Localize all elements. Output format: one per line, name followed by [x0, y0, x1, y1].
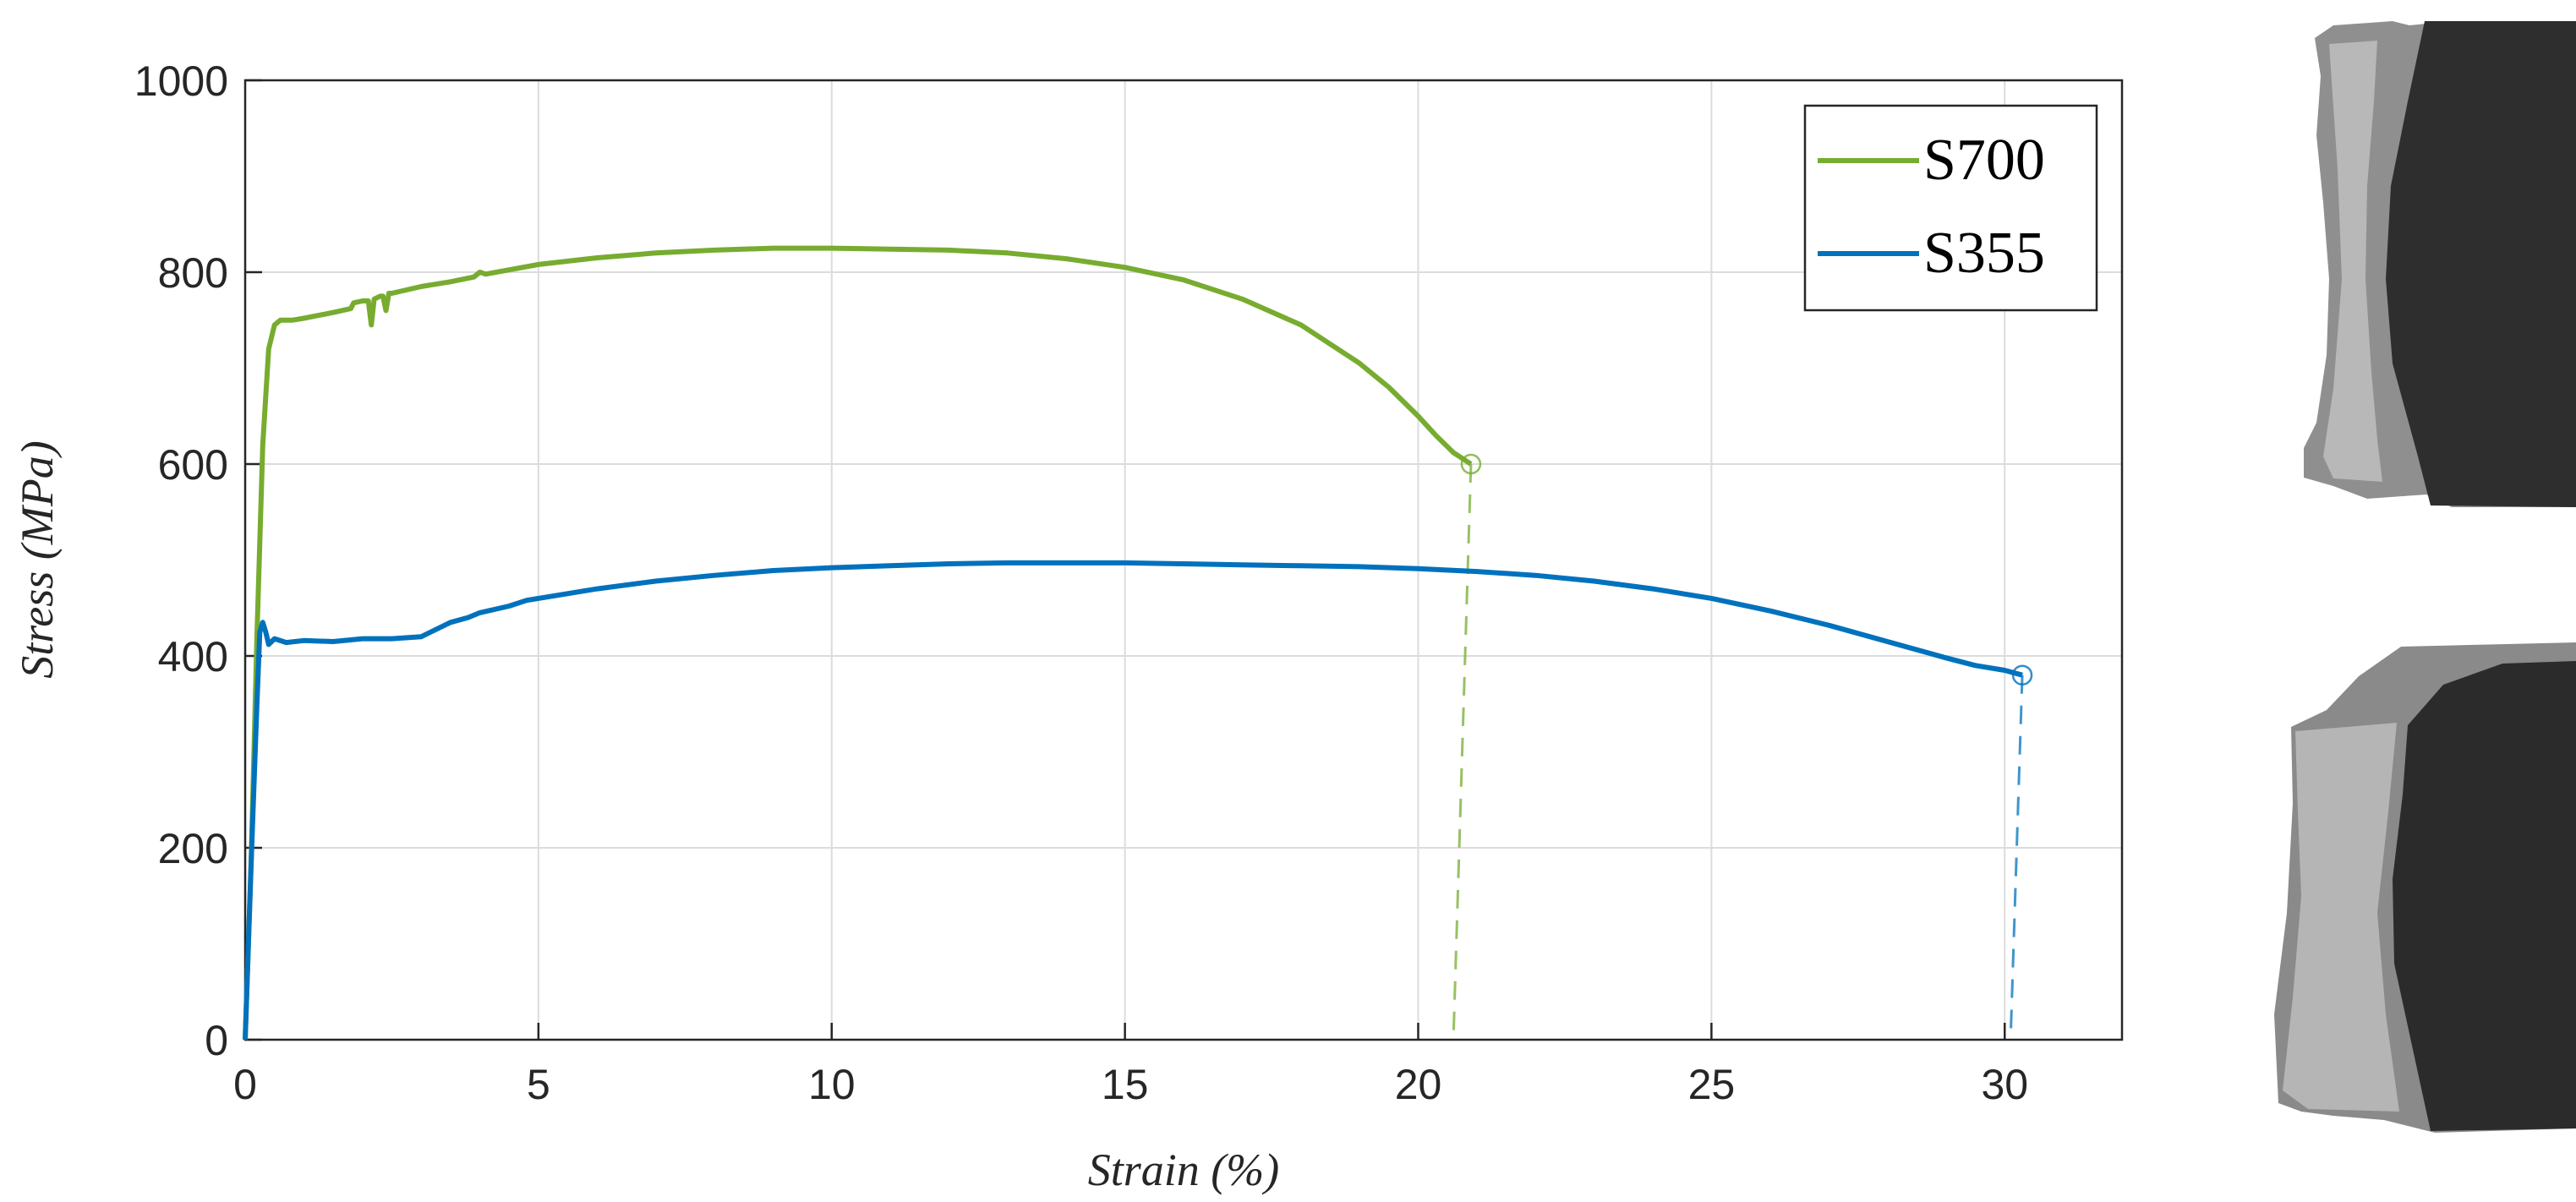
y-tick-label: 400 — [158, 633, 228, 680]
y-tick-label: 600 — [158, 441, 228, 489]
y-tick-label: 1000 — [134, 57, 228, 105]
x-tick-labels: 0 5 10 15 20 25 30 — [233, 1061, 2028, 1108]
s355-specimen-photo — [2274, 642, 2576, 1133]
fracture-drop-line-s700 — [1452, 463, 1473, 1041]
y-tick-label: 200 — [158, 825, 228, 872]
fracture-point-s355 — [2011, 664, 2033, 686]
legend: S700 S355 — [1803, 104, 2098, 312]
x-tick-label: 5 — [527, 1061, 550, 1108]
legend-label-s355: S355 — [1923, 221, 2045, 286]
x-tick-label: 30 — [1981, 1061, 2028, 1108]
y-axis-label: Stress (MPa) — [12, 440, 63, 678]
x-tick-label: 20 — [1395, 1061, 1442, 1108]
series-line-s700 — [243, 245, 1473, 1041]
x-tick-label: 25 — [1688, 1061, 1736, 1108]
s700-specimen-photo — [2304, 21, 2576, 507]
y-tick-label: 0 — [205, 1017, 228, 1064]
plot-frame — [243, 79, 2124, 1041]
x-axis-label: Strain (%) — [1088, 1145, 1279, 1195]
y-tick-label: 800 — [158, 249, 228, 297]
series-line-s355 — [243, 560, 2023, 1041]
fracture-point-s700 — [1460, 453, 1482, 475]
x-tick-label: 15 — [1102, 1061, 1149, 1108]
series — [243, 245, 2033, 1041]
legend-label-s700: S700 — [1923, 128, 2045, 193]
x-tick-label: 10 — [808, 1061, 856, 1108]
axes — [243, 79, 2124, 1041]
y-tick-labels: 0 200 400 600 800 1000 — [134, 57, 228, 1064]
legend-box — [1803, 104, 2098, 312]
x-tick-label: 0 — [233, 1061, 257, 1108]
